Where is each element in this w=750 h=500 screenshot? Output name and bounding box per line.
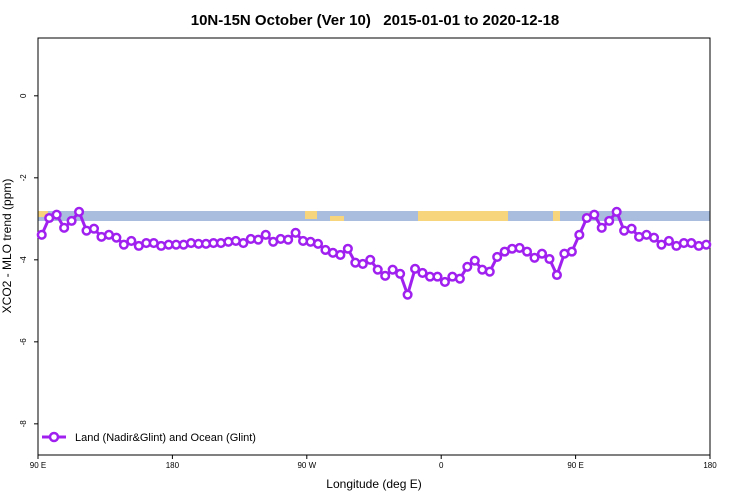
point [439,276,450,288]
x-tick-label: 90 E [30,461,46,470]
x-tick-label: 180 [703,461,717,470]
point [36,229,47,240]
point [88,223,100,234]
y-axis-label: XCO2 - MLO trend (ppm) [0,179,14,314]
point [380,270,391,281]
point [432,271,443,282]
point [387,264,398,275]
point [544,253,555,265]
point [589,209,600,220]
point [484,266,495,277]
y-tick-label: -4 [19,256,28,264]
point [372,264,383,275]
point [574,229,585,240]
point [626,223,637,234]
point [66,215,77,226]
point [402,289,413,300]
point [365,254,376,265]
point [462,261,473,272]
point [312,238,324,249]
point [604,215,615,226]
point [417,267,428,278]
point [111,232,122,243]
point [492,251,503,263]
point [522,246,533,257]
point [514,242,525,253]
point [395,268,406,279]
point [596,222,607,233]
point [59,222,70,233]
point [290,227,301,238]
chart-title: 10N-15N October (Ver 10) 2015-01-01 to 2… [191,12,560,29]
x-tick-label: 90 E [567,461,583,470]
x-tick-label: 90 W [297,461,316,470]
point [335,249,346,260]
legend-marker [48,431,60,443]
point [566,246,577,257]
point [118,239,129,250]
x-axis-label: Longitude (deg E) [326,477,421,491]
point [253,234,264,245]
legend: Land (Nadir&Glint) and Ocean (Glint) [42,431,256,444]
point [469,255,480,266]
point [74,206,85,217]
point [454,273,465,284]
point [656,239,667,250]
y-tick-label: -2 [19,174,28,182]
x-tick-label: 0 [439,461,444,470]
point [536,248,548,259]
x-tick-label: 180 [166,461,180,470]
point [529,252,540,263]
point [51,209,62,220]
point [238,237,249,249]
legend-label: Land (Nadir&Glint) and Ocean (Glint) [75,432,256,444]
point [126,235,137,247]
point [283,234,294,245]
point [357,258,368,269]
y-tick-label: -8 [19,420,28,428]
point [342,243,353,254]
point [611,206,622,217]
point [410,263,421,274]
point [648,232,660,243]
point [663,235,674,247]
point [260,229,271,240]
y-tick-label: -6 [19,338,28,346]
point [551,269,562,281]
y-tick-label: 0 [19,93,28,98]
point [701,239,712,250]
